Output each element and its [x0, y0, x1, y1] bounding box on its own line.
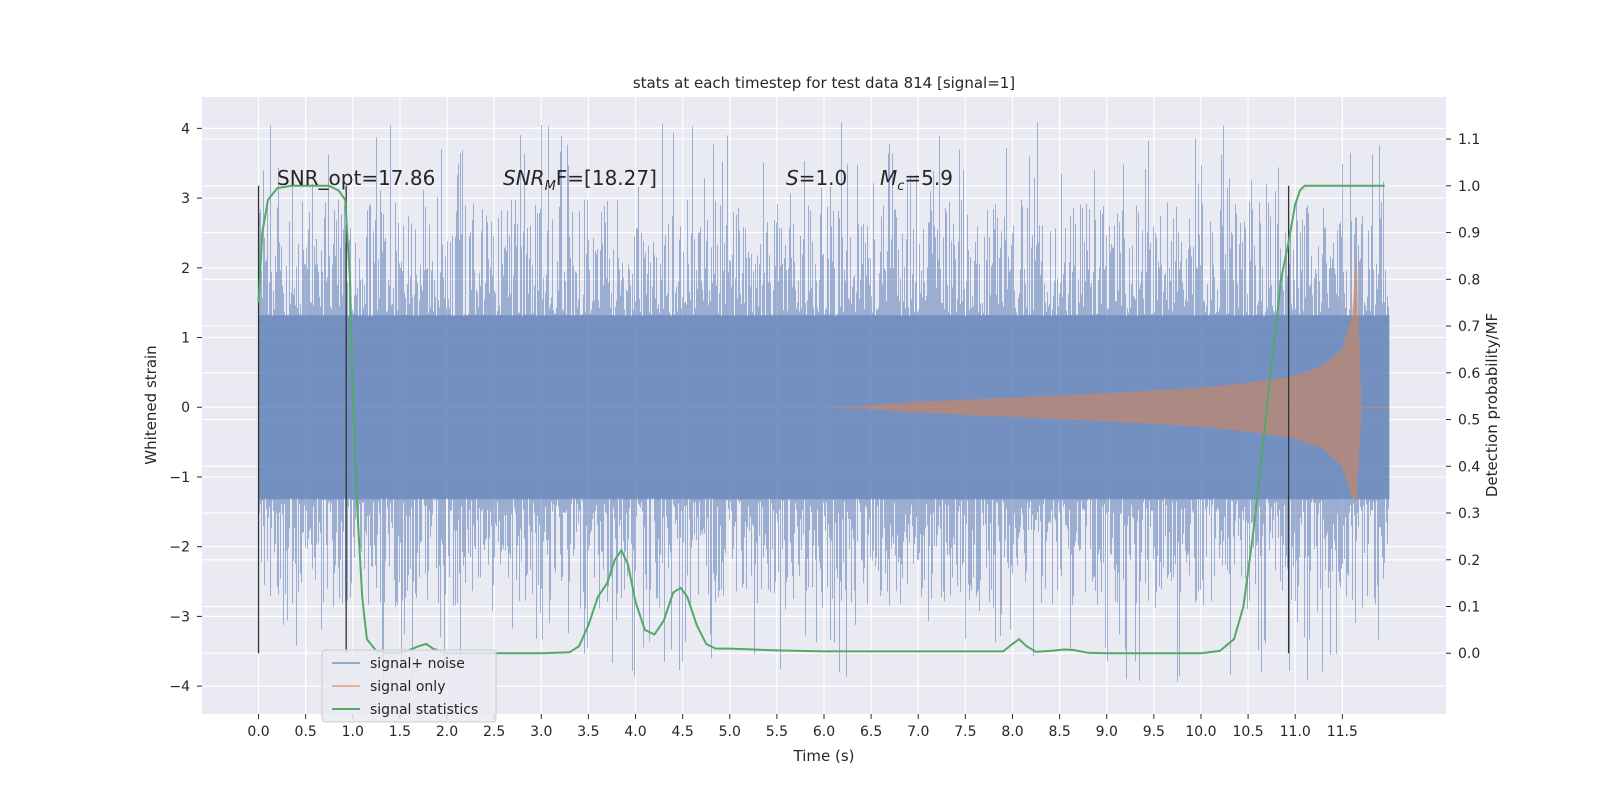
chart-title: stats at each timestep for test data 814…	[633, 74, 1015, 92]
annotation-mc-subscript: c	[897, 179, 904, 194]
x-tick-label: 4.5	[672, 724, 694, 740]
annotation-snr-mf: SNRMF=[18.27]	[503, 166, 657, 194]
legend-label-signal-plus-noise: signal+ noise	[370, 656, 465, 672]
y2-tick-label: 0.9	[1458, 226, 1480, 242]
signal-statistics-line	[257, 184, 1385, 655]
vertical-markers	[257, 185, 1290, 654]
y-tick-label: 2	[181, 261, 190, 277]
y-axis-label: Whitened strain	[142, 345, 160, 464]
annotation-mc-value: =5.9	[904, 166, 953, 190]
y2-tick-label: 0.0	[1458, 646, 1480, 662]
x-tick-label: 7.5	[954, 724, 976, 740]
y-tick-label: −4	[169, 679, 190, 695]
y2-tick-label: 0.1	[1458, 599, 1480, 615]
x-tick-label: 2.0	[436, 724, 458, 740]
x-tick-label: 3.0	[530, 724, 552, 740]
annotation-s-value: =1.0	[799, 166, 848, 190]
annotations: SNR_opt=17.86 SNRMF=[18.27] S=1.0 Mc=5.9	[277, 166, 953, 194]
y-tick-label: 4	[181, 121, 190, 137]
annotation-snr-mf-subscript: M	[545, 179, 556, 194]
x-tick-label: 5.0	[719, 724, 741, 740]
x-tick-label: 0.5	[295, 724, 317, 740]
x-axis-label: Time (s)	[793, 747, 855, 765]
x-tick-label: 4.0	[624, 724, 646, 740]
x-tick-label: 7.0	[907, 724, 929, 740]
x-tick-label: 2.5	[483, 724, 505, 740]
y2-tick-label: 1.0	[1458, 179, 1480, 195]
x-tick-label: 6.5	[860, 724, 882, 740]
y2-axis-label: Detection probability/MF	[1483, 313, 1501, 497]
y-tick-label: −3	[169, 609, 190, 625]
x-tick-label: 1.5	[389, 724, 411, 740]
x-tick-label: 9.5	[1143, 724, 1165, 740]
x-tick-label: 8.5	[1048, 724, 1070, 740]
y2-tick-label: 0.2	[1458, 553, 1480, 569]
y-tick-label: 1	[181, 331, 190, 347]
x-tick-label: 10.5	[1233, 724, 1264, 740]
x-tick-label: 10.0	[1185, 724, 1216, 740]
annotation-mc: Mc=5.9	[880, 166, 953, 194]
legend-label-signal-statistics: signal statistics	[370, 702, 478, 718]
y2-tick-label: 0.6	[1458, 366, 1480, 382]
signal-statistics-series	[257, 184, 1385, 655]
annotation-s-symbol: S	[786, 166, 799, 190]
y-tick-label: −1	[169, 470, 190, 486]
y-tick-label: −2	[169, 540, 190, 556]
y-tick-label: 0	[181, 400, 190, 416]
legend: signal+ noise signal only signal statist…	[321, 649, 497, 723]
x-tick-label: 11.5	[1327, 724, 1358, 740]
signal-only-series	[258, 250, 1390, 502]
y2-tick-label: 0.7	[1458, 319, 1480, 335]
legend-box	[321, 649, 497, 723]
y2-tick-label: 0.8	[1458, 272, 1480, 288]
y2-tick-label: 1.1	[1458, 132, 1480, 148]
annotation-snr-mf-value: F=[18.27]	[556, 166, 657, 190]
x-tick-label: 3.5	[577, 724, 599, 740]
y-tick-label: 3	[181, 191, 190, 207]
x-tick-label: 5.5	[766, 724, 788, 740]
x-tick-label: 1.0	[342, 724, 364, 740]
y2-tick-label: 0.3	[1458, 506, 1480, 522]
y2-tick-label: 0.5	[1458, 413, 1480, 429]
x-tick-label: 9.0	[1096, 724, 1118, 740]
x-tick-label: 6.0	[813, 724, 835, 740]
x-tick-label: 8.0	[1001, 724, 1023, 740]
annotation-s: S=1.0	[786, 166, 847, 190]
annotation-snr-mf-symbol: SNR	[503, 166, 545, 190]
y2-tick-label: 0.4	[1458, 459, 1480, 475]
annotation-mc-symbol: M	[880, 166, 897, 190]
axis-ticks: 0.0 0.5 1.0 1.5 2.0 2.5 3.0 3.5 4.0 4.5 5.0 5.5 6.0 6…	[169, 121, 1480, 740]
legend-label-signal-only: signal only	[370, 679, 445, 695]
annotation-snr-opt: SNR_opt=17.86	[277, 166, 435, 190]
x-tick-label: 11.0	[1280, 724, 1311, 740]
x-tick-label: 0.0	[247, 724, 269, 740]
